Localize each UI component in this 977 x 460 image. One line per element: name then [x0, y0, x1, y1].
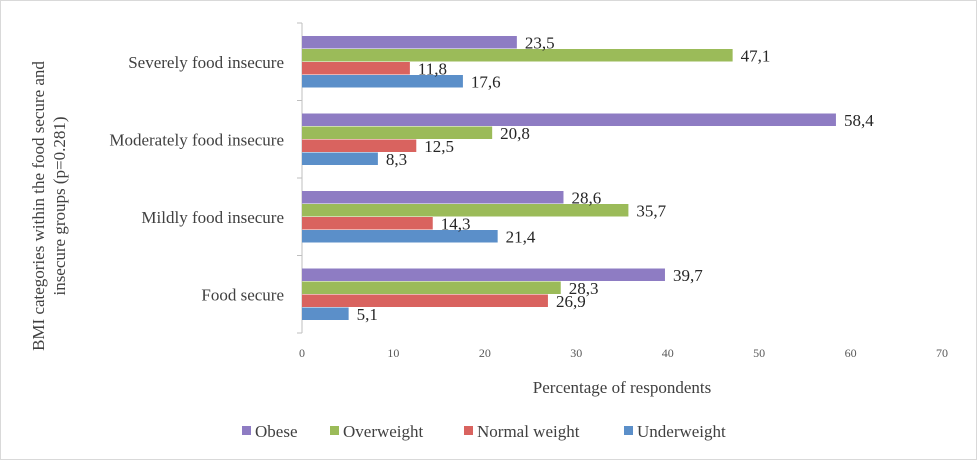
data-label: 58,4 [844, 111, 874, 130]
bar [302, 49, 733, 62]
data-label: 11,8 [418, 59, 447, 78]
x-tick-label: 70 [936, 346, 948, 360]
bar [302, 126, 493, 139]
bar [302, 139, 417, 152]
data-label: 26,9 [556, 292, 586, 311]
legend-label: Underweight [637, 422, 726, 441]
x-tick-label: 10 [387, 346, 399, 360]
data-label: 35,7 [636, 201, 666, 220]
legend-label: Overweight [343, 422, 424, 441]
legend-swatch [624, 426, 633, 435]
bar [302, 36, 517, 49]
legend-label: Obese [255, 422, 297, 441]
x-axis-tick-labels: 0 10 20 30 40 50 60 70 [299, 346, 948, 360]
category-labels: Severely food insecure Moderately food in… [109, 53, 284, 305]
data-label: 12,5 [424, 137, 454, 156]
legend-label: Normal weight [477, 422, 580, 441]
bar [302, 294, 548, 307]
data-label: 47,1 [741, 46, 771, 65]
data-label: 5,1 [357, 305, 378, 324]
category-label: Moderately food insecure [109, 130, 284, 149]
category-label: Mildly food insecure [141, 208, 284, 227]
legend-swatch [242, 426, 251, 435]
y-axis-title-line: BMI categories within the food secure an… [29, 61, 48, 351]
data-label: 14,3 [441, 214, 471, 233]
legend: Obese Overweight Normal weight Underweight [242, 422, 726, 441]
y-axis-ticks [297, 22, 302, 334]
data-label: 28,3 [569, 279, 599, 298]
bar [302, 113, 836, 126]
data-label: 17,6 [471, 72, 501, 91]
bars [302, 36, 836, 320]
x-tick-label: 20 [479, 346, 491, 360]
bar [302, 191, 564, 204]
x-tick-label: 60 [845, 346, 857, 360]
x-tick-label: 50 [753, 346, 765, 360]
legend-swatch [464, 426, 473, 435]
bar [302, 230, 498, 243]
legend-item[interactable]: Obese [242, 422, 297, 441]
data-label: 23,5 [525, 33, 555, 52]
data-labels: 23,5 47,1 11,8 17,6 58,4 20,8 12,5 8,3 28,6 35,7 1… [357, 33, 875, 324]
y-axis-title: BMI categories within the food secure an… [29, 61, 69, 351]
data-label: 21,4 [506, 227, 536, 246]
legend-swatch [330, 426, 339, 435]
data-label: 20,8 [500, 124, 530, 143]
bar [302, 62, 410, 75]
legend-item[interactable]: Overweight [330, 422, 424, 441]
bar [302, 217, 433, 230]
y-axis-title-line: insecure groups (p=0.281) [50, 116, 69, 295]
bar [302, 268, 665, 281]
bar [302, 152, 378, 165]
data-label: 28,6 [571, 188, 601, 207]
data-label: 39,7 [673, 266, 703, 285]
data-label: 8,3 [386, 150, 407, 169]
category-label: Severely food insecure [128, 53, 284, 72]
category-label: Food secure [201, 285, 284, 304]
x-axis-title: Percentage of respondents [533, 378, 711, 397]
bar [302, 75, 463, 88]
x-tick-label: 40 [662, 346, 674, 360]
bar [302, 281, 561, 294]
bar [302, 307, 349, 320]
x-tick-label: 0 [299, 346, 305, 360]
bar [302, 204, 629, 217]
legend-item[interactable]: Underweight [624, 422, 726, 441]
legend-item[interactable]: Normal weight [464, 422, 580, 441]
x-tick-label: 30 [570, 346, 582, 360]
